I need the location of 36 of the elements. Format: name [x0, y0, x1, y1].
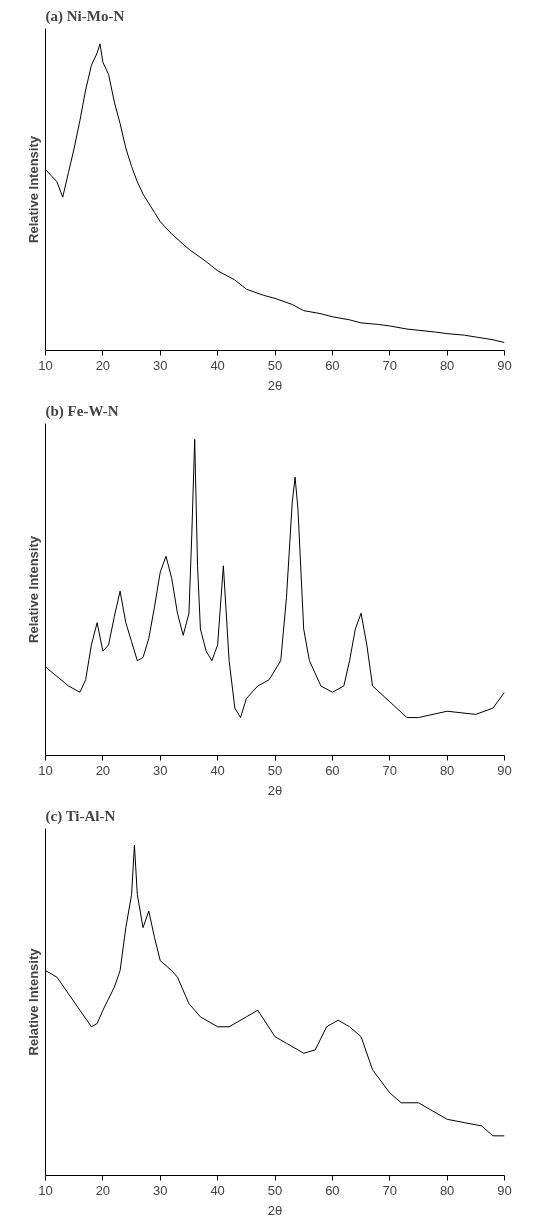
x-tick-label: 90	[497, 357, 512, 373]
x-tick-label: 80	[439, 762, 455, 778]
x-tick-label: 60	[325, 1182, 340, 1198]
x-tick-label: 30	[153, 357, 168, 373]
x-axis-title: 2θ	[267, 1202, 283, 1218]
x-tick-label: 70	[382, 357, 397, 373]
x-tick-label: 10	[38, 762, 53, 778]
y-axis-title: Relative Intensity	[25, 947, 41, 1056]
x-tick-label: 50	[267, 762, 283, 778]
x-tick-label: 20	[95, 1182, 111, 1198]
x-axis-title: 2θ	[267, 377, 283, 393]
x-tick-label: 20	[95, 762, 111, 778]
x-tick-label: 50	[267, 357, 283, 373]
x-tick-label: 30	[153, 762, 168, 778]
chart-title: (b) Fe-W-N	[45, 402, 119, 420]
x-tick-label: 70	[382, 762, 397, 778]
x-tick-label: 90	[497, 762, 512, 778]
y-axis-title: Relative Intensity	[25, 135, 41, 243]
x-tick-label: 20	[95, 357, 111, 373]
x-tick-label: 40	[210, 762, 225, 778]
x-axis-title: 2θ	[267, 782, 283, 798]
x-tick-label: 70	[382, 1182, 397, 1198]
x-tick-label: 60	[325, 357, 340, 373]
x-tick-label: 10	[38, 1182, 53, 1198]
x-tick-label: 40	[210, 357, 225, 373]
x-tick-label: 10	[38, 357, 53, 373]
x-tick-label: 40	[210, 1182, 225, 1198]
x-tick-label: 80	[439, 357, 455, 373]
x-tick-label: 90	[497, 1182, 512, 1198]
chart-title: (a) Ni-Mo-N	[45, 7, 125, 25]
y-axis-title: Relative Intensity	[25, 535, 41, 643]
chart-title: (c) Ti-Al-N	[45, 807, 116, 825]
x-tick-label: 30	[153, 1182, 168, 1198]
x-tick-label: 60	[325, 762, 340, 778]
x-tick-label: 80	[439, 1182, 455, 1198]
x-tick-label: 50	[267, 1182, 283, 1198]
